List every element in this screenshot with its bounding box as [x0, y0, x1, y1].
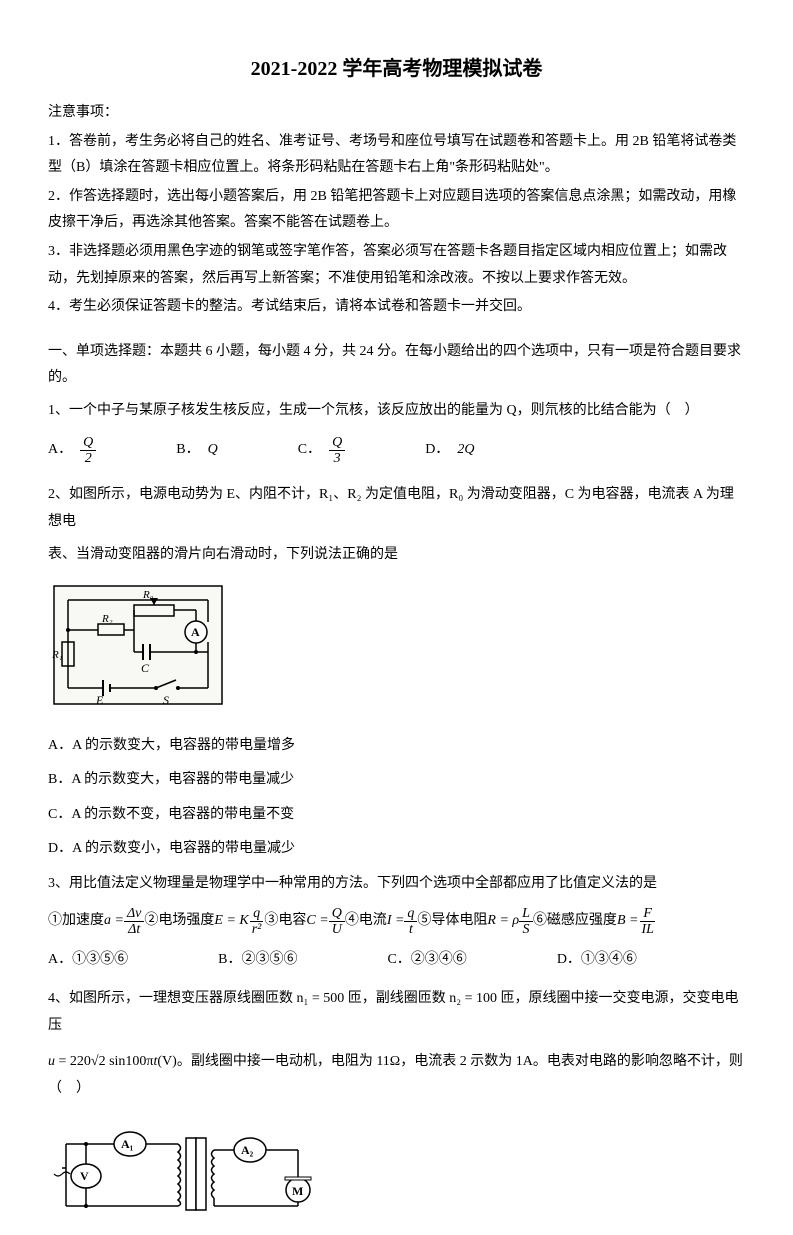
formula-5: ⑤导体电阻 R = ρ LS: [417, 906, 533, 938]
formula-2: ②电场强度 E = K qr²: [144, 906, 264, 938]
q2-option-a: A．A 的示数变大，电容器的带电量增多: [48, 733, 745, 760]
q1-text: 1、一个中子与某原子核发生核反应，生成一个氘核，该反应放出的能量为 Q，则氘核的…: [48, 403, 699, 418]
svg-text:E: E: [95, 693, 104, 707]
q3-formulas: ①加速度 a = ΔvΔt ②电场强度 E = K qr² ③电容 C = QU…: [48, 906, 745, 938]
q3-option-a: A．①③⑤⑥: [48, 947, 128, 974]
formula-4: ④电流 I = qt: [345, 906, 418, 938]
notice-heading: 注意事项：: [48, 100, 745, 127]
notice-item-1: 1．答卷前，考生务必将自己的姓名、准考证号、考场号和座位号填写在试题卷和答题卡上…: [48, 129, 745, 182]
q1-option-b: B． Q: [176, 437, 217, 464]
svg-text:A: A: [191, 625, 200, 639]
q2-option-d: D．A 的示数变小，电容器的带电量减少: [48, 836, 745, 863]
question-4-line1: 4、如图所示，一理想变压器原线圈匝数 n₁ = 500 匝，副线圈匝数 n₂ =…: [48, 986, 745, 1039]
exam-title: 2021-2022 学年高考物理模拟试卷: [48, 50, 745, 88]
question-1: 1、一个中子与某原子核发生核反应，生成一个氘核，该反应放出的能量为 Q，则氘核的…: [48, 398, 745, 425]
q1-option-a: A． Q 2: [48, 435, 96, 467]
q2-option-c: C．A 的示数不变，电容器的带电量不变: [48, 802, 745, 829]
formula-3: ③电容 C = QU: [264, 906, 344, 938]
svg-text:R₀: R₀: [142, 589, 154, 601]
formula-1: ①加速度 a = ΔvΔt: [48, 906, 144, 938]
notice-item-2: 2．作答选择题时，选出每小题答案后，用 2B 铅笔把答题卡上对应题目选项的答案信…: [48, 184, 745, 237]
svg-text:R₂: R₂: [101, 613, 113, 625]
svg-text:A₁: A₁: [121, 1137, 134, 1151]
notice-item-3: 3．非选择题必须用黑色字迹的钢笔或签字笔作答，答案必须写在答题卡各题目指定区域内…: [48, 239, 745, 292]
q3-option-d: D．①③④⑥: [557, 947, 637, 974]
transformer-diagram-q4: A₁ V A₂ M: [48, 1114, 745, 1235]
svg-text:S: S: [163, 693, 169, 707]
section-1-heading: 一、单项选择题：本题共 6 小题，每小题 4 分，共 24 分。在每小题给出的四…: [48, 339, 745, 392]
svg-text:R₁: R₁: [51, 649, 63, 661]
q3-option-b: B．②③⑤⑥: [218, 947, 297, 974]
circuit-diagram-q2: E S R₁ R₀ A R₂ C: [48, 580, 745, 721]
svg-text:C: C: [141, 661, 150, 675]
question-3: 3、用比值法定义物理量是物理学中一种常用的方法。下列四个选项中全部都应用了比值定…: [48, 871, 745, 898]
q1-option-d: D． 2Q: [425, 437, 474, 464]
question-2-line2: 表、当滑动变阻器的滑片向右滑动时，下列说法正确的是: [48, 542, 745, 569]
q3-option-c: C．②③④⑥: [387, 947, 466, 974]
question-2-line1: 2、如图所示，电源电动势为 E、内阻不计，R₁、R₂ 为定值电阻，R₀ 为滑动变…: [48, 482, 745, 535]
q2-option-b: B．A 的示数变大，电容器的带电量减少: [48, 767, 745, 794]
svg-text:V: V: [80, 1169, 89, 1183]
q1-options: A． Q 2 B． Q C． Q 3 D． 2Q: [48, 435, 745, 467]
q1-option-c: C． Q 3: [298, 435, 345, 467]
q3-options: A．①③⑤⑥ B．②③⑤⑥ C．②③④⑥ D．①③④⑥: [48, 947, 745, 974]
svg-text:A₂: A₂: [241, 1143, 254, 1157]
question-4-line2: u = 220√2 sin100πt(V)。副线圈中接一电动机，电阻为 11Ω，…: [48, 1049, 745, 1102]
formula-6: ⑥磁感应强度 B = FIL: [533, 906, 657, 938]
notice-item-4: 4．考生必须保证答题卡的整洁。考试结束后，请将本试卷和答题卡一并交回。: [48, 294, 745, 321]
svg-text:M: M: [292, 1184, 303, 1198]
